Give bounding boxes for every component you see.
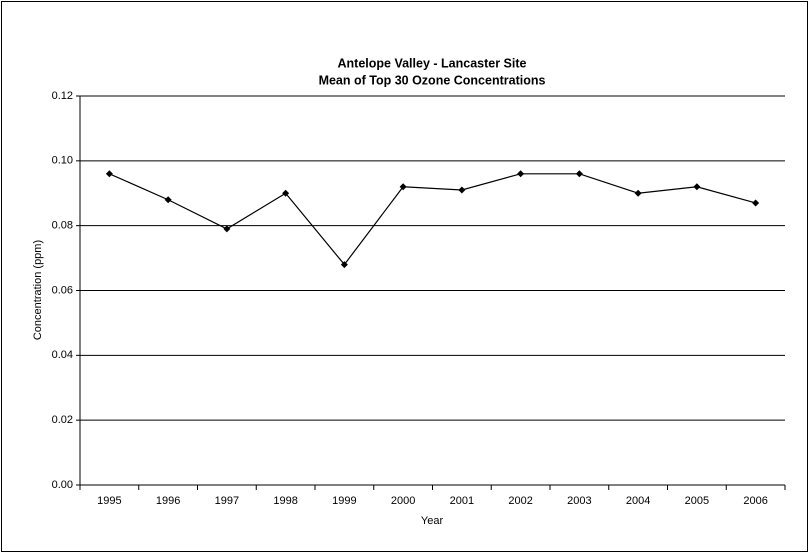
x-tick-label: 1996	[156, 495, 180, 507]
y-axis-title: Concentration (ppm)	[32, 240, 44, 340]
data-point	[282, 189, 290, 197]
x-tick-label: 1998	[273, 495, 297, 507]
data-point	[223, 225, 231, 233]
chart-title: Antelope Valley - Lancaster Site	[338, 56, 527, 70]
y-tick-label: 0.02	[52, 414, 73, 426]
data-point	[458, 186, 466, 194]
data-point	[575, 170, 583, 178]
x-tick-label: 1995	[97, 495, 121, 507]
x-tick-label: 2001	[450, 495, 474, 507]
x-tick-label: 1999	[332, 495, 356, 507]
x-tick-label: 2002	[508, 495, 532, 507]
data-point	[517, 170, 525, 178]
data-point	[752, 199, 760, 207]
x-tick-label: 2003	[567, 495, 591, 507]
x-tick-label: 2004	[626, 495, 650, 507]
data-point	[340, 261, 348, 269]
data-point	[693, 183, 701, 191]
data-point	[399, 183, 407, 191]
x-tick-label: 1997	[215, 495, 239, 507]
data-line	[109, 173, 756, 266]
x-tick-label: 2006	[743, 495, 767, 507]
chart-subtitle: Mean of Top 30 Ozone Concentrations	[319, 73, 546, 87]
x-axis-title: Year	[421, 515, 444, 527]
data-point	[105, 170, 113, 178]
y-tick-label: 0.04	[52, 349, 73, 361]
y-tick-label: 0.10	[52, 155, 73, 167]
x-tick-label: 2005	[685, 495, 709, 507]
y-tick-label: 0.06	[52, 284, 73, 296]
data-point	[634, 189, 642, 197]
x-tick-label: 2000	[391, 495, 415, 507]
y-tick-label: 0.00	[52, 479, 73, 491]
y-tick-label: 0.08	[52, 220, 73, 232]
y-tick-label: 0.12	[52, 90, 73, 102]
data-point	[164, 196, 172, 204]
